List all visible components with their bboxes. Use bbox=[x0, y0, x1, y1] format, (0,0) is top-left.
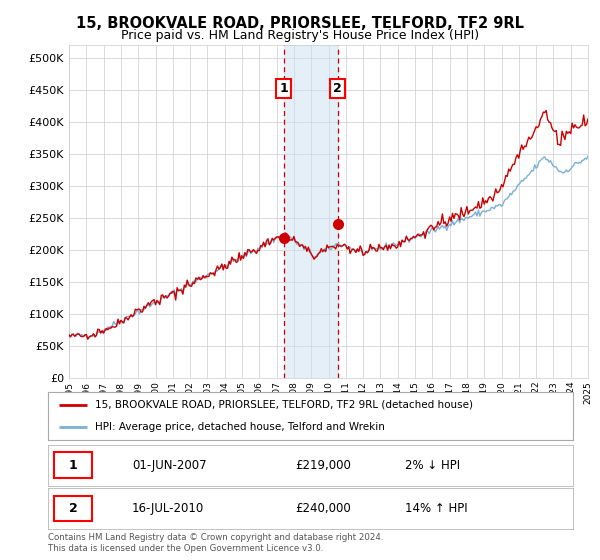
FancyBboxPatch shape bbox=[54, 496, 92, 521]
Text: 15, BROOKVALE ROAD, PRIORSLEE, TELFORD, TF2 9RL (detached house): 15, BROOKVALE ROAD, PRIORSLEE, TELFORD, … bbox=[95, 400, 473, 410]
Text: HPI: Average price, detached house, Telford and Wrekin: HPI: Average price, detached house, Telf… bbox=[95, 422, 385, 432]
Text: 15, BROOKVALE ROAD, PRIORSLEE, TELFORD, TF2 9RL: 15, BROOKVALE ROAD, PRIORSLEE, TELFORD, … bbox=[76, 16, 524, 31]
Text: 2: 2 bbox=[334, 82, 342, 95]
Text: 2% ↓ HPI: 2% ↓ HPI bbox=[405, 459, 460, 472]
Text: 2: 2 bbox=[69, 502, 77, 515]
Bar bbox=[284, 45, 338, 378]
Text: Price paid vs. HM Land Registry's House Price Index (HPI): Price paid vs. HM Land Registry's House … bbox=[121, 29, 479, 42]
Text: 01-JUN-2007: 01-JUN-2007 bbox=[132, 459, 206, 472]
Text: 16-JUL-2010: 16-JUL-2010 bbox=[132, 502, 204, 515]
Text: £240,000: £240,000 bbox=[295, 502, 350, 515]
Text: 1: 1 bbox=[280, 82, 288, 95]
FancyBboxPatch shape bbox=[54, 452, 92, 478]
Text: Contains HM Land Registry data © Crown copyright and database right 2024.
This d: Contains HM Land Registry data © Crown c… bbox=[48, 533, 383, 553]
Text: £219,000: £219,000 bbox=[295, 459, 350, 472]
Text: 14% ↑ HPI: 14% ↑ HPI bbox=[405, 502, 467, 515]
Text: 1: 1 bbox=[69, 459, 77, 472]
